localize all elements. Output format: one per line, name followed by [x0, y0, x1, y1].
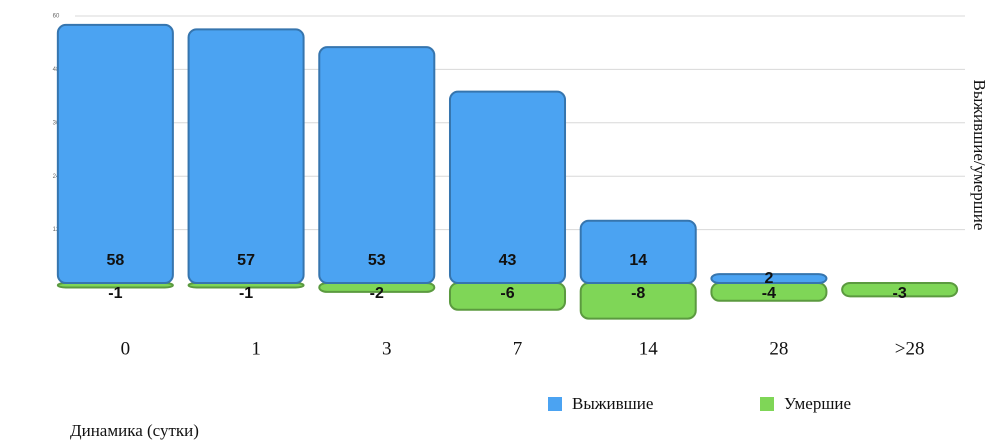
bar: [710, 273, 828, 285]
bar: [841, 282, 959, 298]
bar: [56, 23, 174, 285]
y-tick-label: 36: [53, 120, 60, 126]
bar: [318, 46, 436, 285]
x-tick-label: 1: [251, 338, 261, 359]
legend-swatch: [760, 397, 774, 411]
x-tick-label: 7: [513, 338, 523, 359]
data-label: -3: [893, 285, 907, 302]
legend-label: Выжившие: [572, 394, 653, 413]
x-tick-label: 28: [769, 338, 788, 359]
y-tick-label: 60: [53, 14, 60, 20]
data-label: -1: [239, 285, 253, 302]
data-label: -1: [108, 285, 122, 302]
y-tick-label: 48: [53, 67, 60, 73]
y-axis-title: Выжившие/умершие: [970, 80, 989, 231]
x-tick-label: 14: [639, 338, 659, 359]
x-tick-label: 0: [121, 338, 131, 359]
data-label: 57: [237, 252, 255, 269]
data-label: 43: [499, 252, 517, 269]
y-tick-label: 24: [53, 174, 60, 180]
bar: [579, 219, 697, 284]
bar: [448, 90, 567, 285]
data-label: -8: [631, 285, 645, 302]
data-label: -2: [370, 285, 384, 302]
y-tick-label: 12: [53, 227, 60, 233]
data-label: -6: [500, 285, 514, 302]
x-axis-title: Динамика (сутки): [70, 421, 199, 440]
legend-swatch: [548, 397, 562, 411]
legend-label: Умершие: [784, 394, 851, 413]
data-label: 58: [106, 252, 124, 269]
x-tick-label: >28: [895, 338, 925, 359]
data-label: 53: [368, 252, 386, 269]
bar: [187, 28, 305, 284]
data-label: 2: [764, 270, 773, 287]
x-tick-label: 3: [382, 338, 392, 359]
data-label: 14: [629, 252, 647, 269]
data-label: -4: [762, 285, 776, 302]
